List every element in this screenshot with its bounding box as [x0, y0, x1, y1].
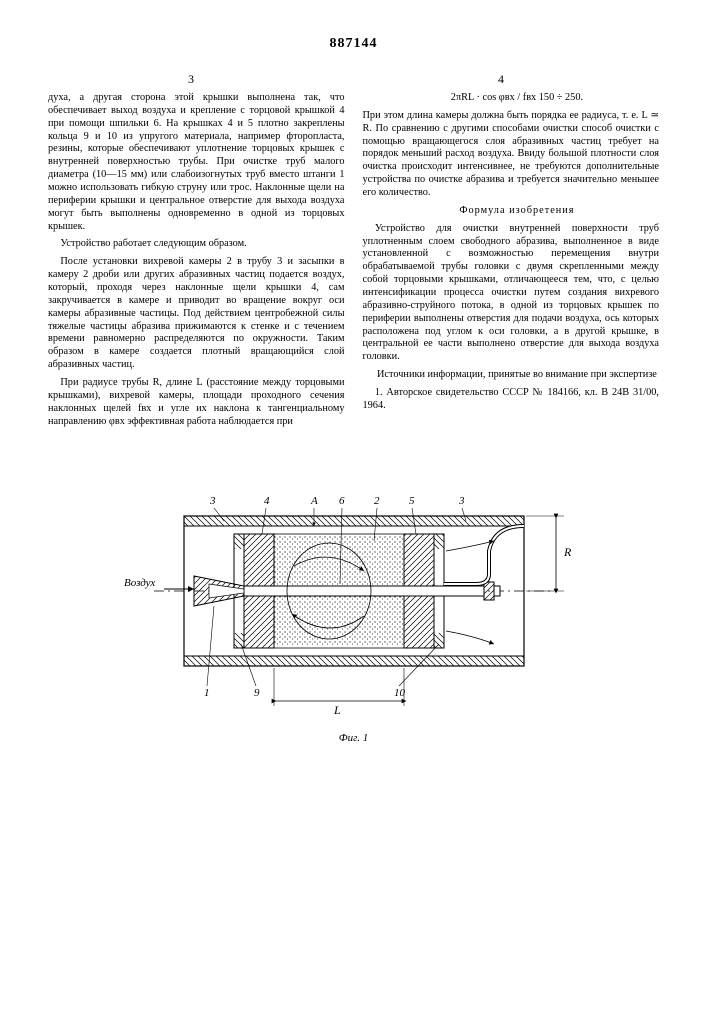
page-num-left: 3	[188, 72, 194, 87]
patent-page: 887144 3 4 духа, а другая сторона этой к…	[0, 36, 707, 1036]
dim-L: L	[333, 703, 341, 717]
callout-3-right: 3	[458, 495, 465, 507]
claims-heading: Формула изобретения	[363, 205, 660, 218]
dim-R: R	[563, 545, 572, 559]
callout-1-bottom: 1	[204, 687, 210, 699]
callout-6: 6	[339, 495, 345, 507]
callout-2: 2	[374, 495, 380, 507]
callout-A: A	[310, 495, 318, 507]
col2-para-1: При этом длина камеры должна быть порядк…	[363, 110, 660, 200]
callout-9-bottom: 9	[254, 687, 260, 699]
page-numbers-row: 3 4	[48, 72, 659, 86]
col1-para-3: После установки вихревой камеры 2 в труб…	[48, 256, 345, 372]
figure-caption: Фиг. 1	[48, 732, 659, 744]
col2-para-3: 1. Авторское свидетельство СССР № 184166…	[363, 387, 660, 413]
air-label: Воздух	[124, 577, 155, 589]
callout-4: 4	[264, 495, 270, 507]
body-columns: духа, а другая сторона этой крышки выпол…	[48, 92, 659, 428]
figure-1: Воздух 3 4 A 6 2 5 3	[48, 456, 659, 744]
callout-5: 5	[409, 495, 415, 507]
col1-formula: 2πRL · cos φвх / fвх 150 ÷ 250.	[363, 92, 660, 105]
col1-para-1: духа, а другая сторона этой крышки выпол…	[48, 92, 345, 233]
callout-3-left: 3	[209, 495, 216, 507]
col2-para-2: Устройство для очистки внутренней поверх…	[363, 223, 660, 364]
col1-para-4: При радиусе трубы R, длине L (расстояние…	[48, 377, 345, 428]
page-num-right: 4	[498, 72, 504, 87]
doc-number: 887144	[48, 36, 659, 52]
col1-para-2: Устройство работает следующим образом.	[48, 238, 345, 251]
figure-drawing: Воздух 3 4 A 6 2 5 3	[94, 456, 614, 736]
refs-heading: Источники информации, принятые во вниман…	[363, 369, 660, 382]
